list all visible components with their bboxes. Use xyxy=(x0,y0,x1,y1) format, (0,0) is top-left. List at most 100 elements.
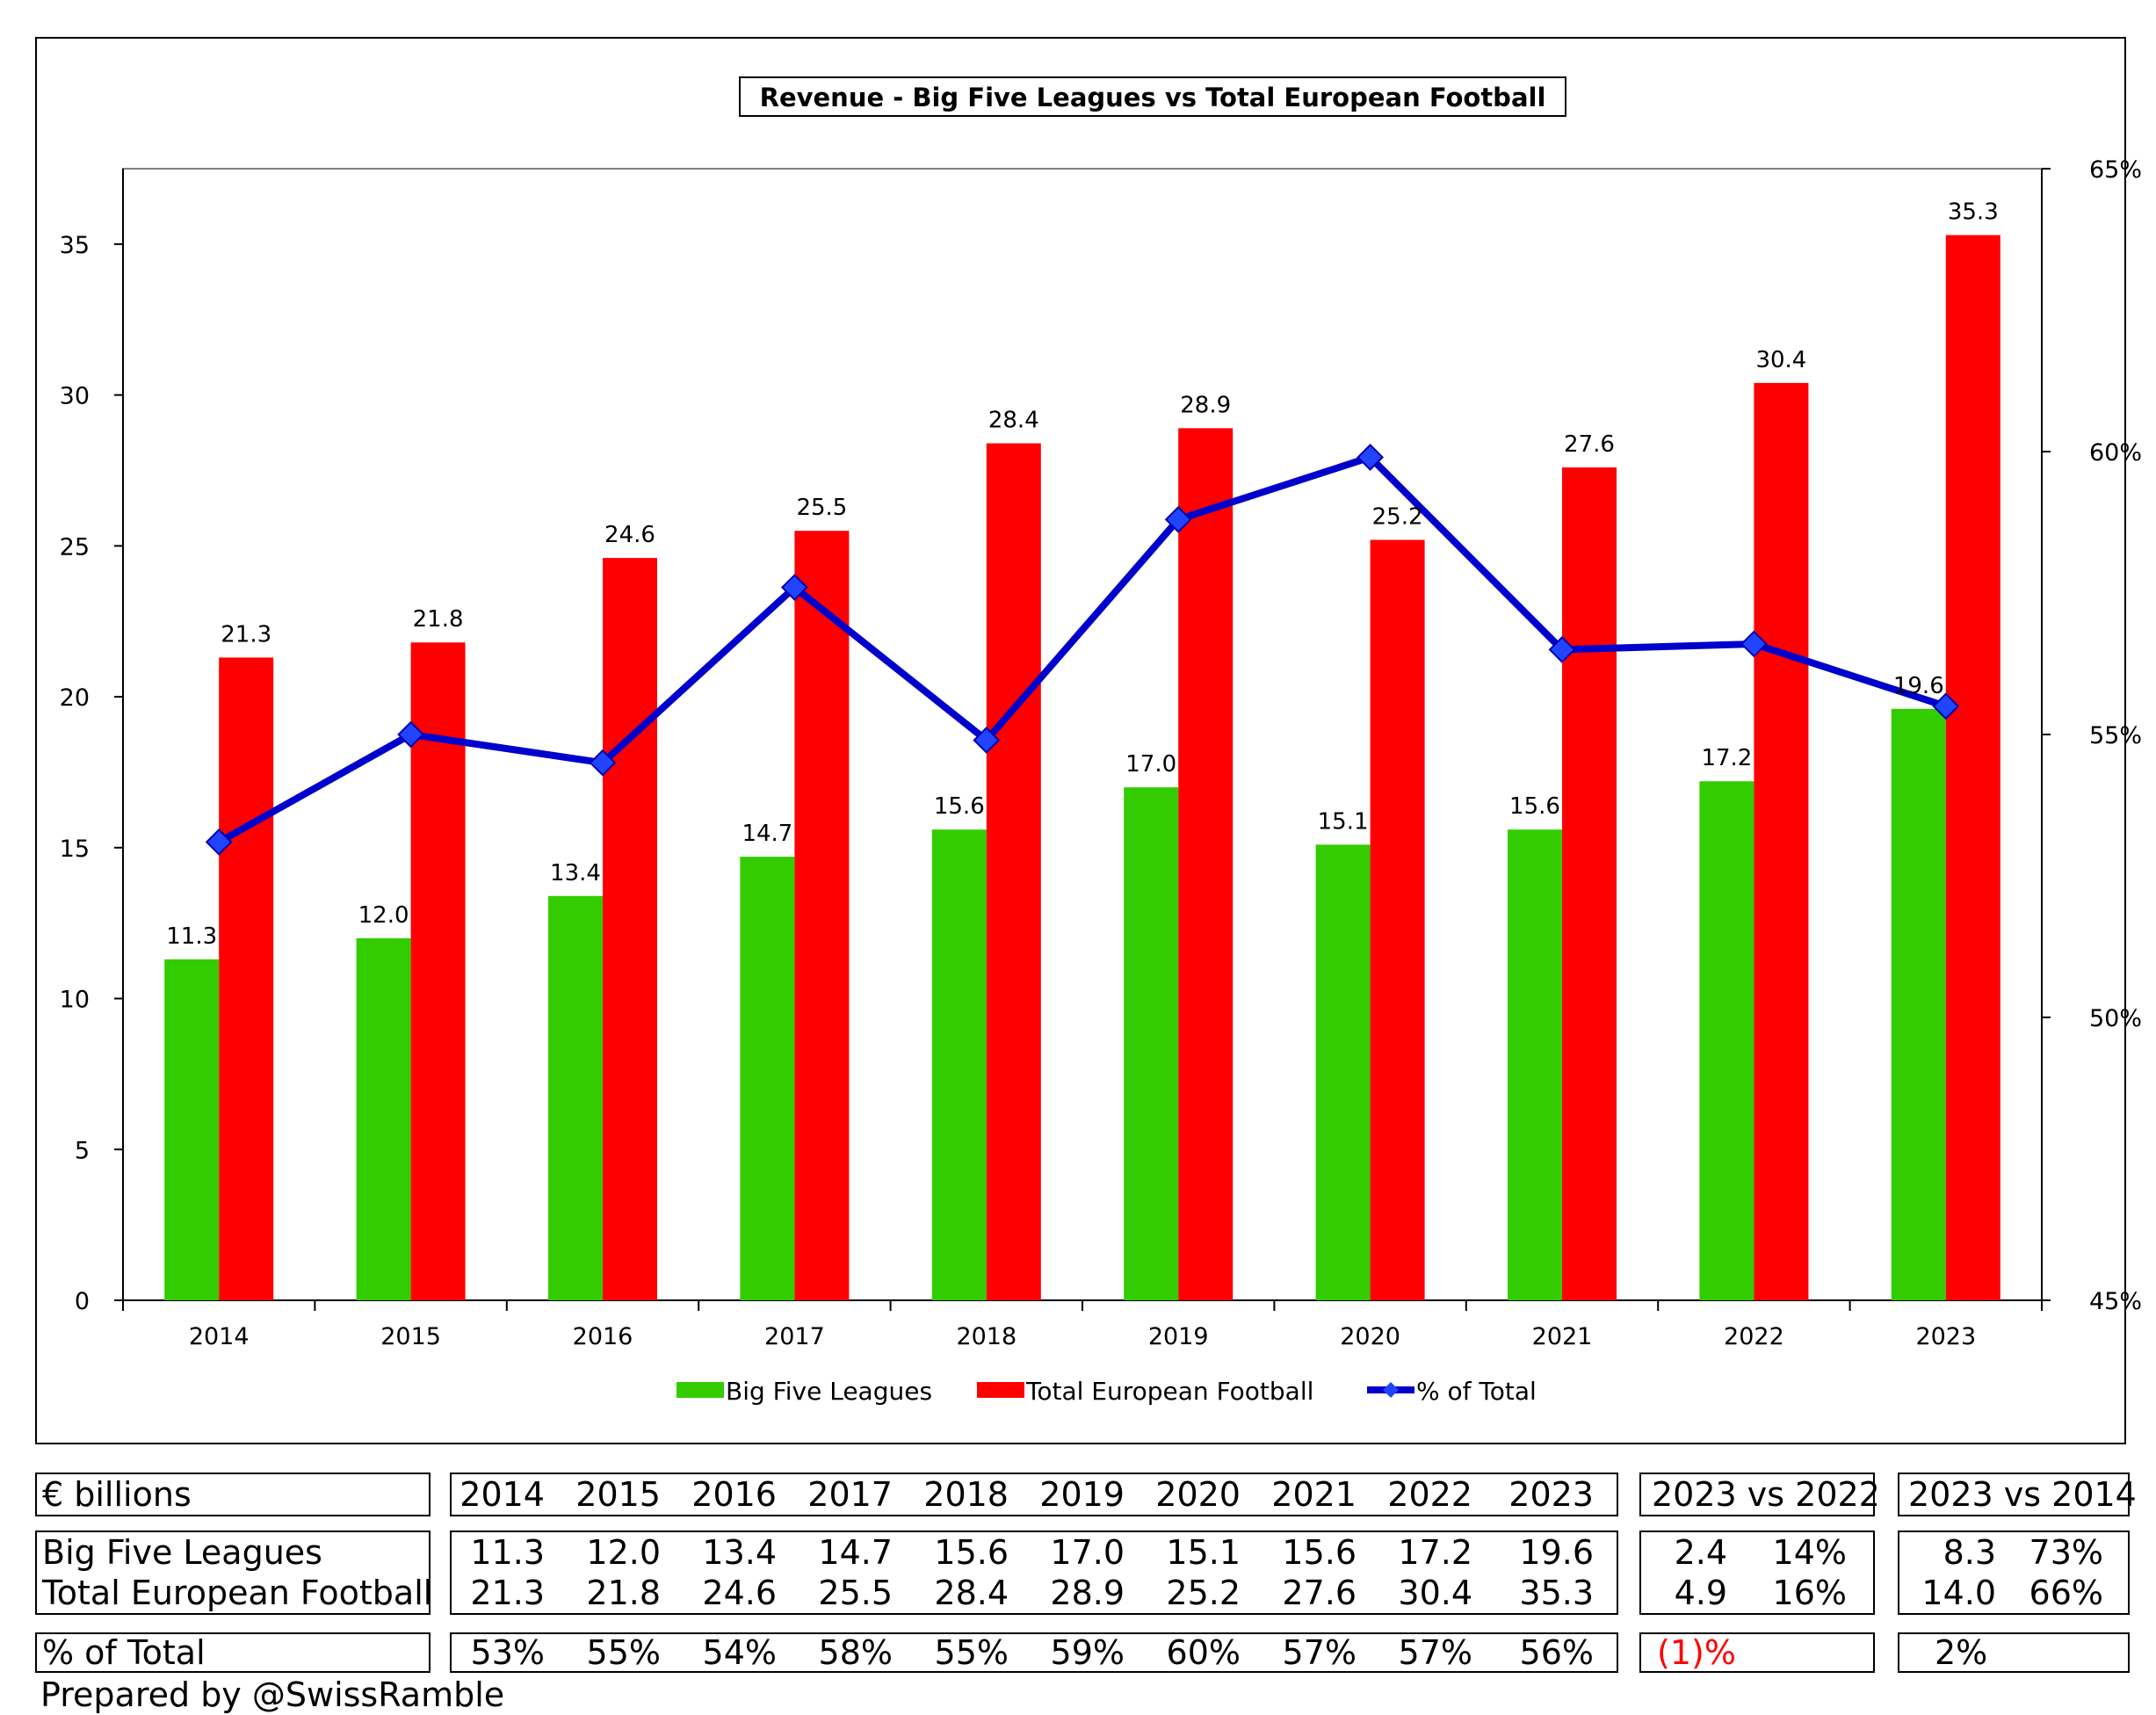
table-cell: 17.0 xyxy=(1050,1533,1125,1572)
table-year-header: 2023 xyxy=(1508,1475,1594,1514)
bar-total-europe xyxy=(986,443,1041,1300)
table-cell: 25.2 xyxy=(1166,1574,1241,1612)
footer-credit: Prepared by @SwissRamble xyxy=(40,1675,505,1714)
y-left-tick-label: 20 xyxy=(60,684,90,712)
legend-label: % of Total xyxy=(1416,1377,1537,1406)
table-year-header: 2014 xyxy=(459,1475,545,1514)
table-pct-cell: 60% xyxy=(1166,1633,1241,1672)
chart-title: Revenue - Big Five Leagues vs Total Euro… xyxy=(760,83,1546,112)
table-cmp2-pct: 73% xyxy=(2029,1533,2103,1572)
revenue-chart: Revenue - Big Five Leagues vs Total Euro… xyxy=(60,76,2142,1406)
table-pct-cell: 58% xyxy=(818,1633,893,1672)
bar-big-five xyxy=(164,959,220,1300)
table-cell: 28.4 xyxy=(934,1574,1009,1612)
table-year-header: 2016 xyxy=(691,1475,777,1514)
table-cell: 19.6 xyxy=(1519,1533,1594,1572)
bar-data-label: 12.0 xyxy=(358,902,409,929)
bar-data-label: 35.3 xyxy=(1948,199,1999,226)
bar-big-five xyxy=(931,829,987,1300)
table-pct-values-box xyxy=(450,1632,1618,1673)
bar-total-europe xyxy=(794,531,850,1300)
bar-big-five xyxy=(1699,781,1754,1300)
y-left-tick-label: 35 xyxy=(60,232,90,259)
table-years-box xyxy=(450,1473,1618,1516)
pct-marker xyxy=(1164,505,1192,533)
bar-data-label: 14.7 xyxy=(742,821,792,847)
table-cmp1-header-box xyxy=(1639,1473,1875,1516)
table-pct-cell: 54% xyxy=(702,1633,777,1672)
bar-data-label: 21.3 xyxy=(221,621,271,648)
x-tick-label: 2021 xyxy=(1532,1323,1593,1350)
pct-marker xyxy=(397,720,425,749)
x-tick-label: 2015 xyxy=(380,1323,441,1350)
table-pct-cell: 57% xyxy=(1282,1633,1357,1672)
table-year-header: 2018 xyxy=(923,1475,1009,1514)
table-cmp1-pct: 14% xyxy=(1772,1533,1847,1572)
bar-total-europe xyxy=(1945,235,2000,1301)
pct-marker xyxy=(1357,444,1385,471)
legend-marker xyxy=(1383,1382,1399,1398)
legend-label: Big Five Leagues xyxy=(726,1377,932,1406)
table-rows-values-box xyxy=(450,1530,1618,1615)
table-pct-cell: 55% xyxy=(934,1633,1009,1672)
y-left-tick-label: 25 xyxy=(60,533,90,561)
table-rows-label-box xyxy=(35,1530,430,1615)
table-cell: 30.4 xyxy=(1398,1574,1472,1612)
table-year-header: 2020 xyxy=(1155,1475,1241,1514)
table-cell: 11.3 xyxy=(470,1533,545,1572)
pct-marker xyxy=(205,828,233,856)
bar-big-five xyxy=(740,857,795,1300)
table-pct-cell: 59% xyxy=(1050,1633,1125,1672)
table-cell: 35.3 xyxy=(1519,1574,1594,1612)
table-year-header: 2019 xyxy=(1039,1475,1125,1514)
bar-big-five xyxy=(1891,708,1946,1300)
bar-data-label: 15.6 xyxy=(1509,793,1560,820)
bar-big-five xyxy=(1315,844,1371,1300)
y-right-tick-label: 60% xyxy=(2089,439,2142,467)
bar-data-label: 27.6 xyxy=(1564,431,1615,458)
pct-marker xyxy=(589,749,617,777)
y-left-tick-label: 15 xyxy=(60,836,90,863)
bar-data-label: 19.6 xyxy=(1893,673,1944,699)
bar-total-europe xyxy=(1754,382,1809,1300)
table-row-label: Total European Football xyxy=(42,1574,433,1612)
x-tick-label: 2016 xyxy=(573,1323,633,1350)
table-rows-cmp2-box xyxy=(1898,1530,2130,1615)
chart-frame xyxy=(35,37,2126,1444)
y-left-tick-label: 10 xyxy=(60,987,90,1014)
table-cell: 12.0 xyxy=(586,1533,661,1572)
table-cmp2-abs: 14.0 xyxy=(1921,1574,1996,1612)
table-cell: 24.6 xyxy=(702,1574,777,1612)
chart-title-box xyxy=(739,76,1566,117)
bar-total-europe xyxy=(410,642,466,1300)
table-cmp1-abs: 4.9 xyxy=(1674,1574,1727,1612)
table-cmp2-pct: 66% xyxy=(2029,1574,2103,1612)
bar-data-label: 24.6 xyxy=(604,522,655,548)
table-cmp2-header-box xyxy=(1898,1473,2130,1516)
pct-marker xyxy=(1548,635,1576,663)
table-pct-cell: 56% xyxy=(1519,1633,1594,1672)
y-right-tick-label: 45% xyxy=(2089,1288,2142,1315)
pct-marker xyxy=(780,574,808,601)
table-cell: 13.4 xyxy=(702,1533,777,1572)
bar-data-label: 15.1 xyxy=(1318,808,1369,835)
pct-marker xyxy=(973,727,1001,754)
bar-total-europe xyxy=(1562,467,1617,1300)
table-cmp2-abs: 8.3 xyxy=(1943,1533,1996,1572)
bar-data-label: 28.9 xyxy=(1180,392,1231,418)
table-row-label: Big Five Leagues xyxy=(42,1533,322,1572)
table-rows-cmp1-box xyxy=(1639,1530,1875,1615)
x-tick-label: 2020 xyxy=(1340,1323,1400,1350)
legend-swatch xyxy=(977,1382,1024,1398)
bar-total-europe xyxy=(603,558,657,1300)
bar-data-label: 17.2 xyxy=(1701,745,1752,771)
bar-big-five xyxy=(548,895,603,1300)
table-pct-cell: 57% xyxy=(1398,1633,1472,1672)
table-cell: 15.1 xyxy=(1166,1533,1241,1572)
table-cmp2-header: 2023 vs 2014 xyxy=(1908,1475,2137,1514)
bar-data-label: 28.4 xyxy=(988,408,1039,434)
table-year-header: 2021 xyxy=(1271,1475,1357,1514)
legend-swatch xyxy=(676,1382,724,1398)
y-right-tick-label: 55% xyxy=(2089,722,2142,749)
table-pct-cmp2-box xyxy=(1898,1632,2130,1673)
